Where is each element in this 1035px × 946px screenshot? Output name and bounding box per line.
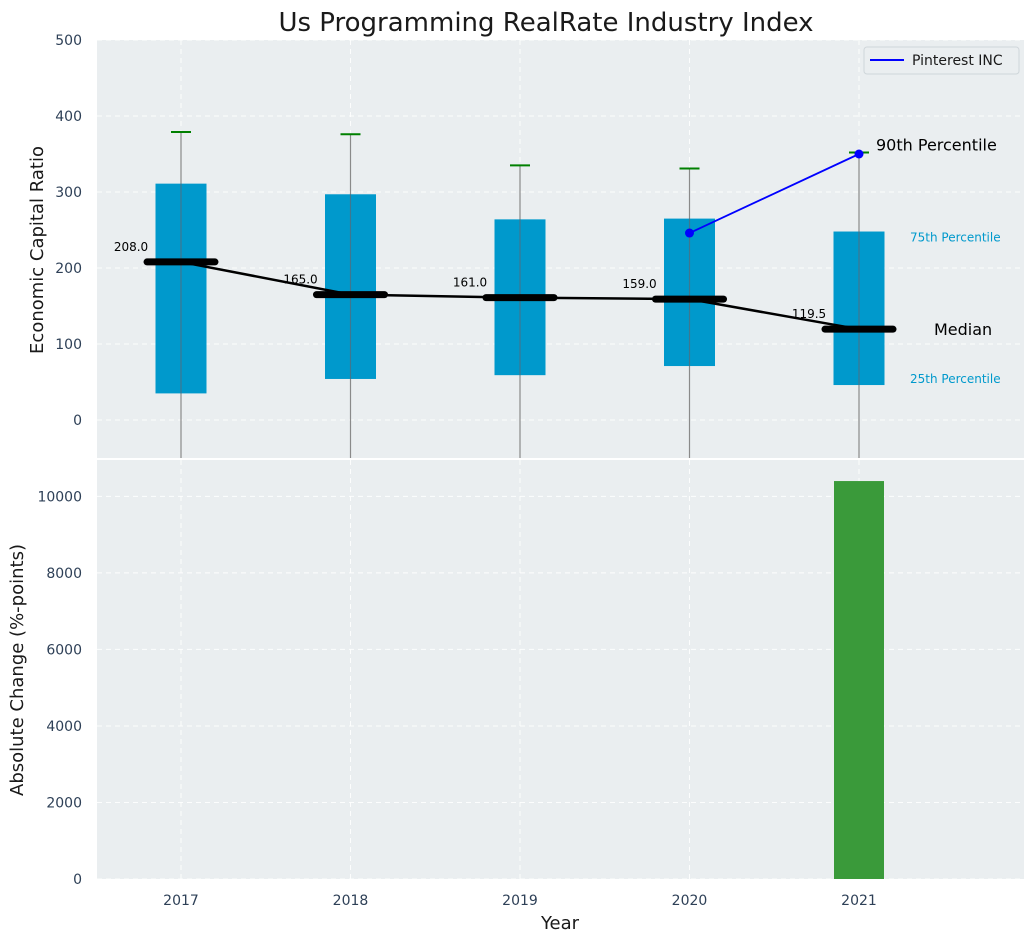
top-y-axis-label: Economic Capital Ratio (27, 146, 48, 354)
top-y-tick-label: 0 (73, 413, 82, 429)
top-panel-background (97, 40, 1024, 458)
absolute-change-bar (834, 481, 884, 879)
x-tick-label: 2018 (333, 893, 369, 909)
company-series-point (854, 149, 864, 159)
top-y-tick-label: 400 (55, 109, 82, 125)
legend-box (863, 46, 1020, 75)
median-value-label: 165.0 (283, 273, 317, 287)
x-tick-label: 2017 (163, 893, 199, 909)
bottom-y-tick-label: 0 (73, 872, 82, 888)
annotation-75th-percentile: 75th Percentile (910, 231, 1001, 245)
median-value-label: 159.0 (622, 277, 656, 291)
top-y-tick-label: 300 (55, 185, 82, 201)
legend: Pinterest INC (863, 46, 1020, 75)
top-y-tick-label: 500 (55, 33, 82, 49)
x-axis-label: Year (540, 913, 580, 934)
company-series-point (685, 228, 694, 238)
bottom-y-axis-label: Absolute Change (%-points) (7, 544, 28, 796)
x-tick-label: 2019 (502, 893, 538, 909)
top-y-tick-label: 100 (55, 337, 82, 353)
median-value-label: 119.5 (792, 307, 826, 321)
bottom-y-tick-label: 10000 (37, 489, 82, 505)
x-tick-label: 2020 (672, 893, 708, 909)
company-series-line (689, 153, 860, 234)
legend-entry: Pinterest INC (912, 53, 1003, 69)
bottom-y-tick-label: 8000 (46, 566, 82, 582)
median-value-label: 161.0 (453, 276, 487, 290)
chart-marks (97, 130, 1024, 879)
chart-title: Us Programming RealRate Industry Index (278, 8, 813, 38)
bottom-y-tick-label: 4000 (46, 719, 82, 735)
bottom-y-tick-label: 6000 (46, 642, 82, 658)
annotation-90th-percentile: 90th Percentile (876, 135, 997, 154)
x-tick-label: 2021 (841, 893, 877, 909)
top-y-tick-label: 200 (55, 261, 82, 277)
bottom-panel-background (97, 460, 1024, 879)
bottom-y-tick-label: 2000 (46, 795, 82, 811)
annotation-median: Median (934, 320, 992, 339)
median-value-label: 208.0 (114, 240, 148, 254)
chart-text: 0 100 200 300 400 500 0 2000 4000 6000 8000 10000 20… (37, 33, 1000, 909)
annotation-25th-percentile: 25th Percentile (910, 372, 1001, 386)
